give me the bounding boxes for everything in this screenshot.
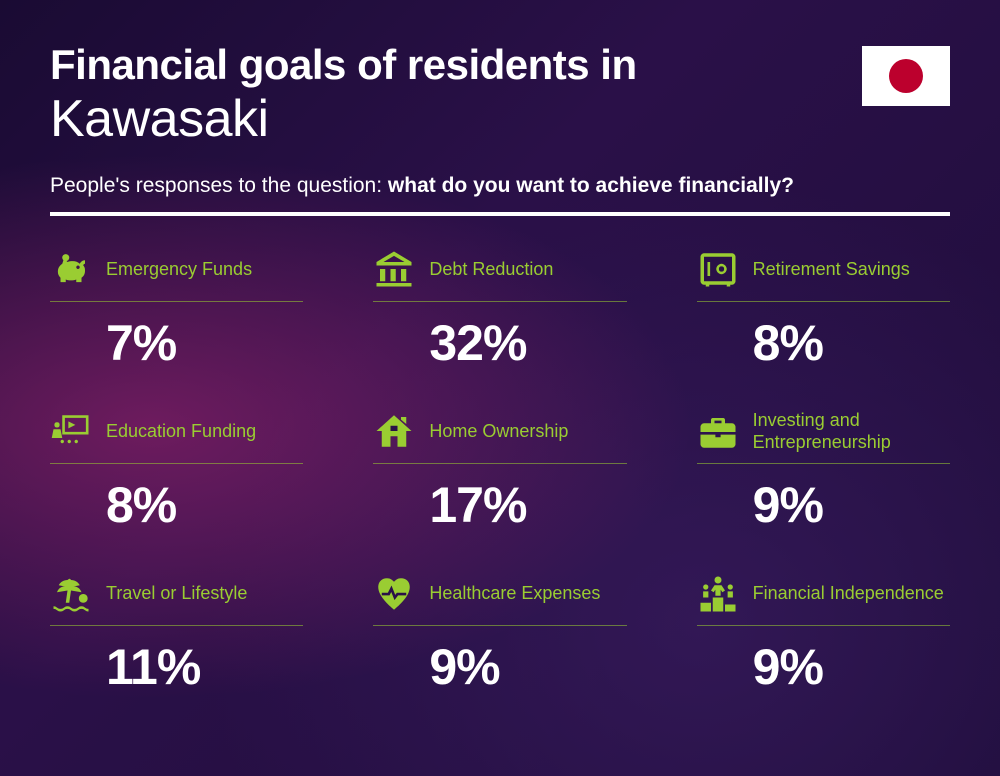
stat-value: 9% bbox=[753, 476, 950, 534]
presentation-icon bbox=[50, 410, 92, 452]
subtitle: People's responses to the question: what… bbox=[50, 174, 950, 198]
stat-head: Education Funding bbox=[50, 410, 303, 464]
stat-head: Retirement Savings bbox=[697, 248, 950, 302]
stats-grid: Emergency Funds 7% Debt Reduction 32% Re… bbox=[50, 248, 950, 696]
stat-emergency-funds: Emergency Funds 7% bbox=[50, 248, 303, 372]
title-line-2: Kawasaki bbox=[50, 90, 950, 150]
stat-value: 7% bbox=[106, 314, 303, 372]
subtitle-prefix: People's responses to the question: bbox=[50, 174, 388, 197]
subtitle-bold: what do you want to achieve financially? bbox=[388, 174, 794, 197]
header: Financial goals of residents in Kawasaki bbox=[50, 42, 950, 150]
stat-value: 32% bbox=[429, 314, 626, 372]
stat-label: Investing and Entrepreneurship bbox=[753, 410, 950, 453]
stat-retirement-savings: Retirement Savings 8% bbox=[697, 248, 950, 372]
stat-head: Travel or Lifestyle bbox=[50, 572, 303, 626]
palm-tree-icon bbox=[50, 573, 92, 615]
divider bbox=[50, 212, 950, 216]
stat-value: 9% bbox=[753, 638, 950, 696]
stat-head: Investing and Entrepreneurship bbox=[697, 410, 950, 464]
stat-head: Healthcare Expenses bbox=[373, 572, 626, 626]
stat-value: 8% bbox=[106, 476, 303, 534]
stat-label: Financial Independence bbox=[753, 583, 944, 605]
title-line-1: Financial goals of residents in bbox=[50, 42, 950, 88]
stat-label: Retirement Savings bbox=[753, 259, 910, 281]
stat-debt-reduction: Debt Reduction 32% bbox=[373, 248, 626, 372]
piggy-bank-icon bbox=[50, 248, 92, 290]
flag-japan bbox=[862, 46, 950, 106]
stat-financial-independence: Financial Independence 9% bbox=[697, 572, 950, 696]
flag-circle bbox=[889, 59, 923, 93]
bank-icon bbox=[373, 248, 415, 290]
stat-head: Debt Reduction bbox=[373, 248, 626, 302]
stat-home-ownership: Home Ownership 17% bbox=[373, 410, 626, 534]
safe-icon bbox=[697, 248, 739, 290]
house-icon bbox=[373, 410, 415, 452]
stat-value: 9% bbox=[429, 638, 626, 696]
stat-head: Emergency Funds bbox=[50, 248, 303, 302]
stat-label: Home Ownership bbox=[429, 421, 568, 443]
stat-label: Healthcare Expenses bbox=[429, 583, 600, 605]
stat-label: Travel or Lifestyle bbox=[106, 583, 247, 605]
podium-icon bbox=[697, 573, 739, 615]
stat-label: Emergency Funds bbox=[106, 259, 252, 281]
stat-education-funding: Education Funding 8% bbox=[50, 410, 303, 534]
stat-value: 17% bbox=[429, 476, 626, 534]
stat-value: 8% bbox=[753, 314, 950, 372]
stat-head: Financial Independence bbox=[697, 572, 950, 626]
stat-travel-lifestyle: Travel or Lifestyle 11% bbox=[50, 572, 303, 696]
stat-label: Education Funding bbox=[106, 421, 256, 443]
briefcase-icon bbox=[697, 411, 739, 453]
stat-investing-entrepreneurship: Investing and Entrepreneurship 9% bbox=[697, 410, 950, 534]
stat-head: Home Ownership bbox=[373, 410, 626, 464]
stat-healthcare-expenses: Healthcare Expenses 9% bbox=[373, 572, 626, 696]
stat-label: Debt Reduction bbox=[429, 259, 553, 281]
heart-pulse-icon bbox=[373, 573, 415, 615]
stat-value: 11% bbox=[106, 638, 303, 696]
